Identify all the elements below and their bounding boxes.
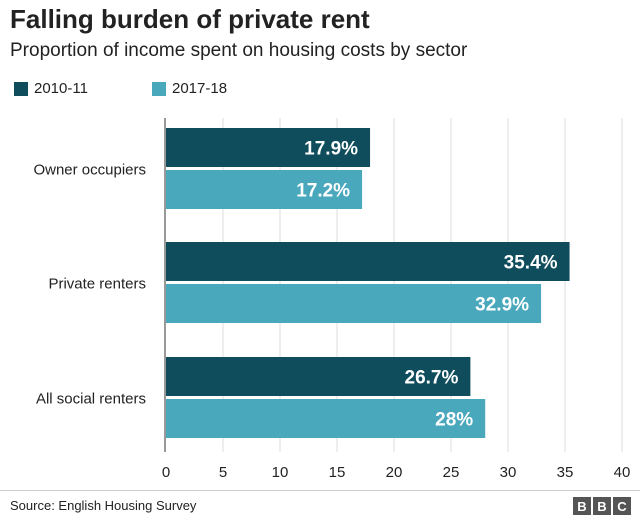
- bbc-logo-letter: B: [593, 497, 611, 515]
- bar: [166, 357, 471, 396]
- category-label: Private renters: [48, 276, 146, 293]
- bar-chart: Owner occupiers 17.9% 17.2% Private renters…: [33, 118, 631, 481]
- x-tick-label: 40: [614, 464, 631, 481]
- legend-label-2017-18: 2017-18: [172, 80, 228, 97]
- data-label: 32.9%: [475, 295, 529, 316]
- legend-item-2010-11: 2010-11: [14, 80, 88, 97]
- bbc-logo: B B C: [571, 497, 631, 515]
- source-note: Source: English Housing Survey: [10, 498, 197, 513]
- x-tick-label: 35: [557, 464, 574, 481]
- bbc-logo-letter: B: [573, 497, 591, 515]
- legend-swatch-2010-11: [14, 81, 28, 96]
- legend-item-2017-18: 2017-18: [152, 80, 227, 97]
- bar: [166, 284, 542, 323]
- category-label: All social renters: [36, 391, 146, 408]
- x-tick-label: 30: [500, 464, 517, 481]
- x-tick-label: 5: [219, 464, 227, 481]
- data-label: 35.4%: [504, 253, 558, 274]
- x-tick-label: 25: [443, 464, 460, 481]
- bar: [166, 128, 371, 167]
- x-tick-label: 0: [162, 464, 170, 481]
- data-label: 17.2%: [296, 181, 350, 202]
- x-tick-label: 20: [386, 464, 403, 481]
- bar: [166, 242, 570, 281]
- x-tick-label: 10: [272, 464, 289, 481]
- data-label: 28%: [435, 410, 473, 431]
- category-label: Owner occupiers: [33, 162, 146, 179]
- legend-label-2010-11: 2010-11: [34, 80, 88, 97]
- bar: [166, 399, 486, 438]
- chart-subtitle: Proportion of income spent on housing co…: [10, 40, 468, 61]
- bar: [166, 170, 363, 209]
- data-label: 26.7%: [405, 368, 459, 389]
- bbc-logo-letter: C: [613, 497, 631, 515]
- footer-divider: [0, 490, 640, 491]
- x-tick-label: 15: [329, 464, 346, 481]
- legend-swatch-2017-18: [152, 81, 166, 96]
- data-label: 17.9%: [304, 139, 358, 160]
- chart-title: Falling burden of private rent: [10, 4, 370, 34]
